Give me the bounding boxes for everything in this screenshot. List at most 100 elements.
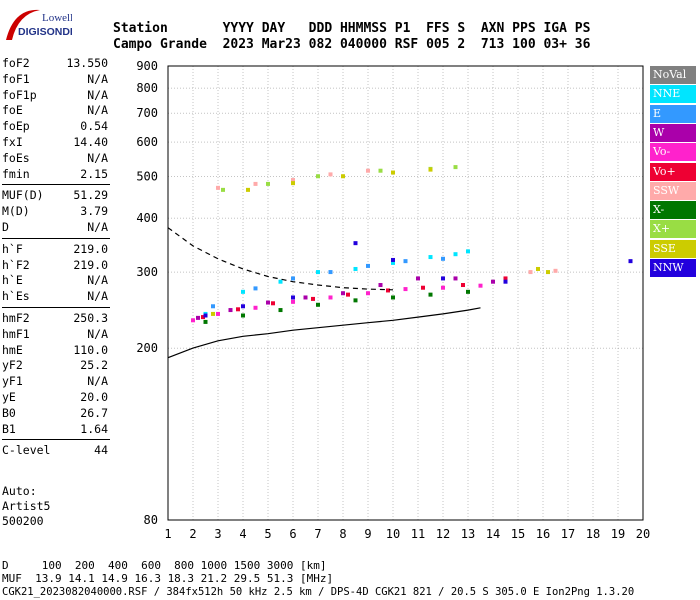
param-value: N/A [87, 71, 108, 86]
data-point [291, 295, 295, 300]
data-point [461, 283, 465, 288]
param-value: 14.40 [73, 135, 108, 149]
param-value: N/A [87, 220, 108, 234]
param-row: foE N/A [2, 103, 108, 117]
x-tick-label: 13 [461, 527, 475, 541]
param-name: fxI [2, 135, 23, 149]
x-tick-label: 3 [214, 527, 221, 541]
auto-label: Auto: [2, 484, 37, 498]
x-tick-label: 1 [164, 527, 171, 541]
param-name: M(D) [2, 204, 30, 219]
parameter-panel: foF2 13.550 foF1 N/A foF1p N/A foE N/A foEp 0.54 f… [2, 56, 110, 476]
param-name: C-level [2, 443, 51, 458]
data-point [211, 304, 215, 309]
footer-muf-row: MUF 13.9 14.1 14.9 16.3 18.3 21.2 29.5 5… [2, 572, 334, 585]
data-point [353, 241, 358, 246]
data-point [201, 315, 205, 320]
x-tick-label: 17 [561, 527, 575, 541]
param-value: 25.2 [80, 358, 108, 373]
param-value: 51.29 [73, 188, 108, 203]
data-point [316, 270, 320, 275]
param-row: hmE 110.0 [2, 343, 108, 357]
param-value: N/A [87, 103, 108, 118]
x-tick-label: 20 [636, 527, 650, 541]
data-point [628, 259, 633, 264]
data-point [403, 287, 408, 292]
data-point [503, 279, 508, 284]
profile-curve [167, 227, 394, 291]
data-point [428, 167, 433, 172]
param-value: 20.0 [80, 390, 108, 404]
data-point [228, 308, 233, 313]
legend-item: E [650, 104, 696, 123]
x-tick-label: 9 [364, 527, 371, 541]
legend-item: NoVal [650, 66, 696, 84]
param-row: foF1p N/A [2, 88, 108, 102]
data-point [253, 305, 258, 310]
digisonde-logo: Lowell DIGISONDE [4, 6, 77, 42]
param-name: h`E [2, 273, 23, 288]
param-row: M(D) 3.79 [2, 204, 108, 218]
data-point [428, 255, 433, 260]
data-point [353, 298, 358, 303]
x-tick-label: 16 [536, 527, 550, 541]
param-separator [2, 184, 110, 186]
data-point [453, 276, 458, 281]
param-row: hmF2 250.3 [2, 311, 108, 325]
param-value: 0.54 [80, 119, 108, 134]
param-name: hmE [2, 342, 23, 357]
y-tick-label: 800 [136, 81, 158, 95]
data-point [466, 249, 470, 254]
param-row: yE 20.0 [2, 390, 108, 404]
data-point [391, 295, 395, 300]
y-tick-label: 600 [136, 135, 158, 149]
data-point [366, 291, 370, 296]
param-row: fmin 2.15 [2, 167, 108, 181]
x-tick-label: 6 [289, 527, 296, 541]
data-point [216, 185, 220, 190]
data-point [353, 266, 358, 271]
param-name: foF1 [2, 71, 30, 86]
data-point [328, 172, 333, 177]
legend-item: NNE [650, 85, 696, 104]
param-name: B1 [2, 421, 16, 436]
auto-version: 500200 [2, 514, 44, 528]
param-value: 219.0 [73, 257, 108, 272]
param-value: 1.64 [80, 421, 108, 436]
data-point [453, 165, 458, 170]
param-name: foE [2, 103, 23, 118]
param-value: 2.15 [80, 166, 108, 181]
y-tick-label: 400 [136, 211, 158, 225]
y-tick-label: 200 [136, 341, 158, 355]
param-name: h`F2 [2, 257, 30, 272]
plot-frame [167, 65, 644, 521]
data-point [291, 276, 295, 281]
x-tick-label: 2 [189, 527, 196, 541]
legend-item: X- [650, 201, 696, 220]
data-point [341, 291, 345, 296]
param-value: N/A [87, 289, 108, 304]
data-point [378, 283, 383, 288]
data-point [203, 313, 208, 318]
param-row: yF2 25.2 [2, 358, 108, 372]
data-point [211, 311, 215, 316]
data-point [328, 270, 333, 275]
param-name: hmF2 [2, 311, 30, 325]
param-row: fxI 14.40 [2, 135, 108, 149]
data-point [366, 263, 370, 268]
svg-text:Lowell: Lowell [42, 12, 72, 24]
param-name: yF2 [2, 358, 23, 373]
y-tick-label: 500 [136, 169, 158, 183]
param-row: B1 1.64 [2, 422, 108, 436]
data-point [253, 286, 258, 291]
data-point [316, 174, 320, 179]
data-point [503, 276, 508, 281]
param-separator [2, 237, 110, 239]
param-name: hmF1 [2, 326, 30, 341]
param-row: foEp 0.54 [2, 119, 108, 133]
data-point [421, 285, 425, 290]
x-tick-label: 15 [511, 527, 525, 541]
data-point [528, 270, 533, 275]
param-name: D [2, 220, 9, 234]
data-point [366, 168, 370, 173]
